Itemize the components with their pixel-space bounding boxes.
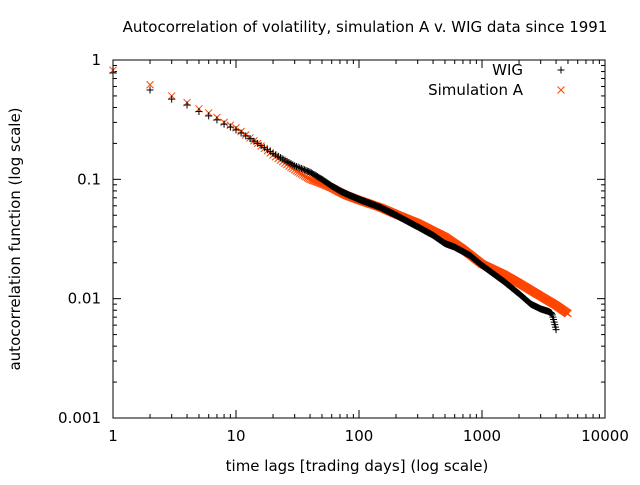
wig-point <box>237 129 245 137</box>
plot-frame <box>112 59 606 419</box>
wig-point <box>220 120 228 128</box>
x-tick-label: 10000 <box>581 427 629 445</box>
legend-label: Simulation A <box>428 81 524 99</box>
legend-marker <box>557 66 565 74</box>
legend: WIG Simulation A <box>428 61 565 99</box>
wig-point <box>296 164 304 172</box>
wig-point <box>246 135 254 143</box>
wig-point <box>168 95 176 103</box>
wig-point <box>300 166 308 174</box>
tick-labels: 1 10 100 1000 10000 0.001 0.01 0.1 1 <box>58 51 629 445</box>
wig-point <box>297 165 305 173</box>
chart-title: Autocorrelation of volatility, simulatio… <box>123 18 608 36</box>
legend-marker <box>557 86 565 94</box>
wig-point <box>291 162 299 170</box>
axis-ticks <box>112 60 605 419</box>
x-tick-label: 100 <box>345 427 374 445</box>
wig-point <box>548 309 556 317</box>
wig-point <box>289 161 297 169</box>
y-tick-label: 0.01 <box>68 290 101 308</box>
wig-point <box>292 162 300 170</box>
wig-point <box>183 101 191 109</box>
y-tick-label: 0.1 <box>77 170 101 188</box>
legend-label: WIG <box>492 61 523 79</box>
wig-point <box>242 132 250 140</box>
wig-point <box>205 112 213 120</box>
wig-point <box>109 69 117 77</box>
x-axis-label: time lags [trading days] (log scale) <box>226 457 489 475</box>
wig-point <box>294 163 302 171</box>
x-tick-label: 10 <box>226 427 245 445</box>
wig-point <box>146 86 154 94</box>
data-series <box>109 66 572 334</box>
wig-point <box>226 123 234 131</box>
x-tick-label: 1000 <box>463 427 501 445</box>
wig-point <box>213 116 221 124</box>
simulation-point <box>146 80 154 89</box>
y-axis-label: autocorrelation function (log scale) <box>6 107 24 370</box>
wig-point <box>552 326 560 334</box>
series-wig <box>109 69 560 334</box>
wig-point <box>299 165 307 173</box>
wig-point <box>232 126 240 134</box>
x-tick-label: 1 <box>108 427 118 445</box>
simulation-point <box>564 309 572 318</box>
y-tick-label: 0.001 <box>58 409 101 427</box>
wig-point <box>195 108 203 116</box>
y-tick-label: 1 <box>91 51 101 69</box>
wig-point <box>250 137 258 145</box>
